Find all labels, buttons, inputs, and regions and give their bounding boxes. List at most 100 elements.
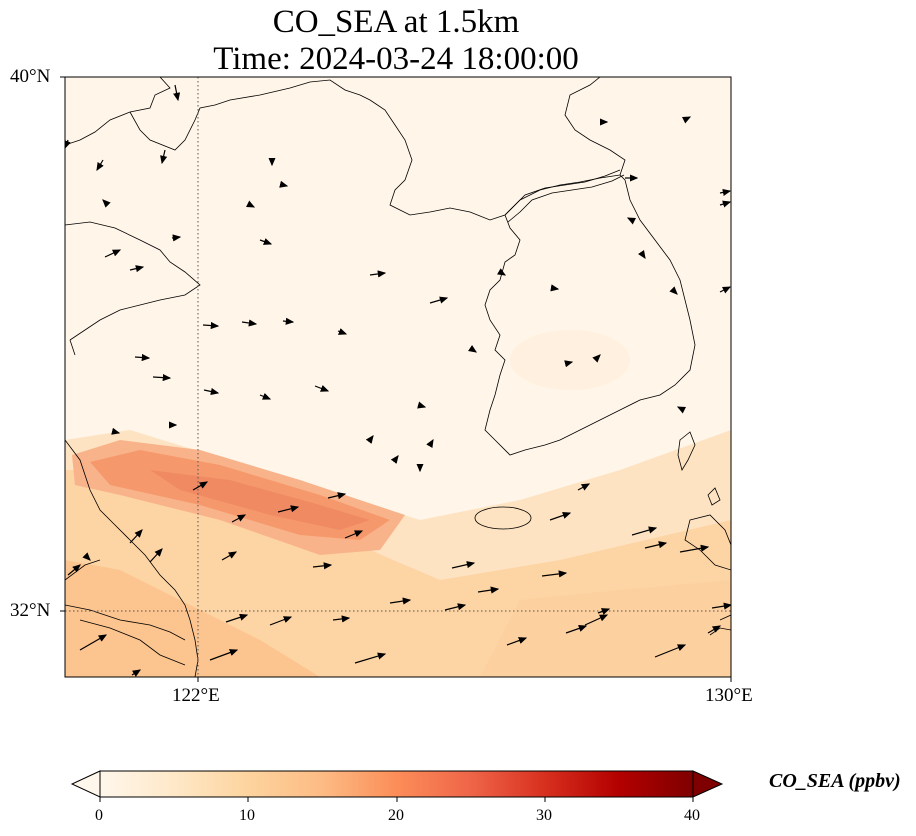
wind-arrow <box>719 200 731 208</box>
map-title: CO_SEA at 1.5km <box>272 4 520 40</box>
wind-arrow <box>565 624 588 634</box>
wind-arrow <box>719 188 731 196</box>
map-subtitle: Time: 2024-03-24 18:00:00 <box>213 41 579 77</box>
wind-arrow <box>282 317 295 325</box>
wind-arrow <box>173 84 181 102</box>
colorbar-tick-30: 30 <box>536 807 552 824</box>
wind-arrow <box>506 637 528 646</box>
colorbar-extend-max <box>692 770 724 798</box>
wind-arrow <box>277 505 300 513</box>
wind-arrow <box>312 562 333 570</box>
wind-arrow <box>369 270 387 278</box>
wind-arrow <box>344 530 364 539</box>
wind-arrow <box>314 385 330 392</box>
coastlines <box>65 77 731 677</box>
wind-arrow <box>676 406 687 414</box>
wind-arrow <box>129 529 143 544</box>
wind-arrow <box>597 608 611 615</box>
wind-arrow <box>577 483 591 491</box>
wind-arrow <box>550 284 560 292</box>
wind-arrow <box>389 597 412 605</box>
wind-arrow <box>592 354 601 363</box>
wind-arrow <box>549 511 572 521</box>
wind-arrow <box>631 526 658 536</box>
colorbar-label: CO_SEA (ppbv) <box>769 770 901 792</box>
wind-arrow <box>584 614 609 626</box>
wind-arrow <box>496 268 507 276</box>
map-frame <box>64 76 732 678</box>
colorbar-body <box>99 770 694 798</box>
wind-arrow <box>337 328 348 335</box>
concentration-band-se <box>480 580 731 677</box>
wind-arrow <box>202 321 220 330</box>
wind-arrow <box>245 200 256 208</box>
wind-arrow <box>417 401 427 409</box>
colorbar-tick-40: 40 <box>684 807 700 824</box>
wind-arrow <box>564 360 574 368</box>
wind-arrow <box>444 603 467 611</box>
wind-arrow <box>131 669 142 677</box>
wind-arrow <box>638 250 646 259</box>
gridlines <box>65 77 731 677</box>
wind-arrow <box>365 435 374 444</box>
wind-arrow <box>192 481 209 491</box>
wind-arrow <box>152 373 172 382</box>
wind-arrow <box>719 286 731 294</box>
wind-arrow <box>209 649 239 661</box>
wind-arrow <box>241 319 258 327</box>
wind-arrow <box>160 149 168 165</box>
colorbar-tick-0: 0 <box>95 807 103 824</box>
map-panel <box>65 77 731 677</box>
wind-arrow <box>149 548 163 563</box>
wind-arrow <box>104 249 122 258</box>
wind-arrow <box>111 427 121 435</box>
wind-arrow <box>79 634 108 651</box>
wind-arrow <box>541 570 568 578</box>
lat-label-40: 40°N <box>10 66 51 87</box>
wind-arrow <box>711 602 731 610</box>
wind-arrow <box>644 541 668 549</box>
wind-arrow <box>82 552 91 561</box>
wind-arrow <box>269 616 293 626</box>
wind-arrow <box>231 514 247 523</box>
wind-arrow <box>669 286 678 295</box>
wind-arrow <box>129 265 145 273</box>
wind-arrow <box>681 116 692 124</box>
wind-arrow <box>468 345 477 353</box>
colorbar-tick-20: 20 <box>388 807 404 824</box>
inland-elevated <box>510 330 630 390</box>
wind-arrow <box>626 217 637 225</box>
wind-arrow <box>96 159 104 172</box>
wind-arrow <box>477 586 500 594</box>
wind-arrow <box>221 551 238 561</box>
wind-arrow <box>654 644 687 658</box>
wind-vectors <box>65 84 731 677</box>
colorbar-extend-min <box>70 770 101 798</box>
wind-arrow <box>354 652 387 664</box>
axis-ticks <box>60 76 732 682</box>
lon-label-122: 122°E <box>172 685 220 706</box>
wind-arrow <box>390 455 399 464</box>
wind-arrow <box>426 438 434 449</box>
wind-arrow <box>171 234 182 242</box>
concentration-band-sw <box>65 560 320 677</box>
wind-arrow <box>679 544 710 553</box>
wind-arrow <box>451 561 476 569</box>
wind-arrow <box>134 353 151 362</box>
lat-label-32: 32°N <box>10 600 51 621</box>
lon-label-130: 130°E <box>705 685 753 706</box>
colorbar-tick-10: 10 <box>239 807 255 824</box>
wind-arrow <box>259 392 272 400</box>
wind-arrow <box>259 238 273 245</box>
wind-arrow <box>429 296 449 304</box>
wind-arrow <box>102 199 111 208</box>
wind-arrow <box>67 564 81 576</box>
wind-arrow <box>327 492 347 500</box>
colorbar <box>70 770 724 802</box>
wind-arrow <box>279 180 289 188</box>
wind-arrow <box>707 625 722 634</box>
wind-arrow <box>332 615 351 623</box>
wind-arrow <box>225 613 249 623</box>
wind-arrow <box>203 387 220 396</box>
